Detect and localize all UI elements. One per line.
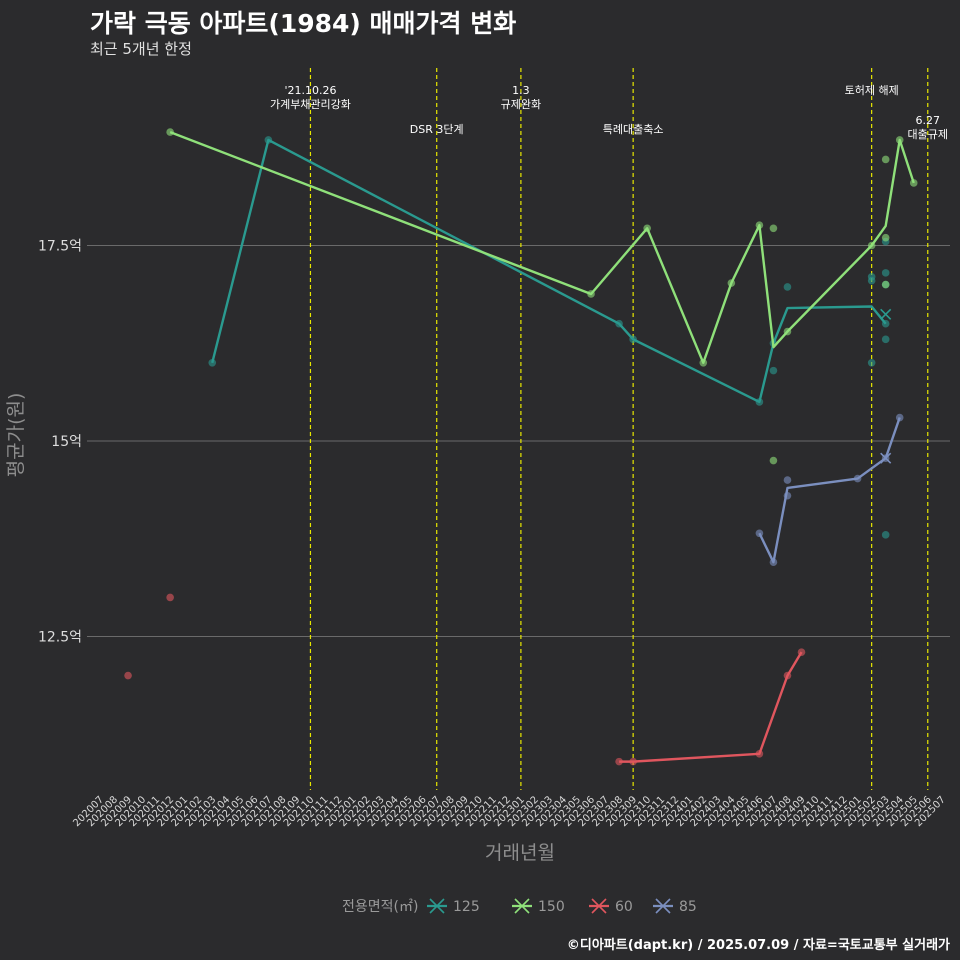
- x-tick-layer: 2020072020082020092020102020112020122021…: [71, 794, 948, 829]
- data-point-150: [755, 221, 764, 229]
- data-point-85: [895, 413, 904, 422]
- series-layer: [124, 128, 918, 766]
- event-label: 특례대출축소: [603, 123, 664, 136]
- legend-label-150: 150: [538, 899, 565, 915]
- data-point-60: [124, 671, 132, 680]
- data-point-85: [853, 474, 862, 483]
- data-point-125: [264, 136, 273, 144]
- y-tick-label: 12.5억: [38, 630, 82, 646]
- series-line-60: [619, 651, 803, 763]
- data-point-150: [867, 241, 876, 250]
- data-point-150: [783, 327, 792, 336]
- legend-swatch-cross-125: [429, 898, 445, 914]
- series-line-85: [758, 417, 901, 564]
- data-point-125: [881, 269, 890, 277]
- data-point-150: [881, 233, 890, 242]
- data-point-60: [615, 757, 623, 766]
- y-axis-title: 평균가(원): [5, 393, 27, 478]
- x-axis-title: 거래년월: [485, 842, 555, 864]
- chart-title: 가락 극동 아파트(1984) 매매가격 변화: [90, 9, 517, 38]
- data-point-125: [769, 366, 778, 375]
- source-caption: ©디아파트(dapt.kr) / 2025.07.09 / 자료=국토교통부 실…: [566, 938, 950, 953]
- data-point-85: [755, 529, 764, 538]
- y-tick-label: 17.5억: [38, 239, 82, 255]
- data-point-125: [867, 359, 876, 367]
- data-point-150: [769, 224, 778, 233]
- data-point-125: [881, 319, 890, 328]
- data-point-125: [208, 359, 217, 367]
- data-point-125: [881, 335, 890, 344]
- chart-subtitle: 최근 5개년 한정: [90, 40, 192, 58]
- grid-layer: 12.5억 15억 17.5억: [38, 239, 950, 646]
- event-label: DSR 3단계: [410, 123, 464, 136]
- data-point-150: [727, 279, 736, 287]
- data-point-125: [755, 398, 764, 406]
- data-point-150: [587, 290, 595, 298]
- legend-label-125: 125: [453, 899, 480, 915]
- data-point-150: [699, 359, 708, 367]
- cross-marker-85: [880, 452, 892, 464]
- event-label: 6.27 대출규제: [908, 114, 948, 141]
- event-label: 1.3 규제완화: [501, 84, 541, 111]
- legend-title: 전용면적(㎡): [342, 899, 418, 915]
- data-point-60: [629, 757, 637, 766]
- legend-label-60: 60: [615, 899, 633, 915]
- legend: 전용면적(㎡) 125 150 60 85: [342, 898, 697, 915]
- data-point-125: [783, 283, 792, 291]
- data-point-150: [643, 224, 651, 233]
- data-point-150: [881, 280, 890, 289]
- legend-swatch-cross-85: [655, 898, 671, 914]
- data-point-60: [797, 648, 806, 656]
- series-line-125: [211, 138, 887, 404]
- y-tick-label: 15억: [51, 434, 82, 450]
- data-point-150: [895, 136, 904, 144]
- data-point-150: [881, 155, 890, 164]
- legend-swatch-cross-60: [591, 898, 607, 914]
- data-point-85: [769, 558, 778, 567]
- series-line-150: [169, 130, 915, 364]
- data-point-85: [783, 491, 792, 500]
- cross-marker-125: [880, 308, 892, 320]
- data-point-60: [166, 593, 174, 602]
- legend-swatch-cross-150: [514, 898, 530, 914]
- event-label: 토허제 해제: [845, 83, 899, 97]
- data-point-125: [629, 335, 637, 344]
- data-point-150: [769, 456, 778, 465]
- event-label: '21.10.26 가계부채관리강화: [270, 84, 351, 111]
- data-point-60: [783, 671, 792, 680]
- data-point-150: [909, 179, 918, 187]
- data-point-125: [867, 272, 876, 281]
- data-point-125: [615, 319, 623, 328]
- data-point-125: [881, 531, 890, 539]
- data-point-85: [783, 476, 792, 484]
- legend-label-85: 85: [679, 899, 697, 915]
- data-point-60: [755, 750, 764, 758]
- data-point-150: [166, 128, 174, 136]
